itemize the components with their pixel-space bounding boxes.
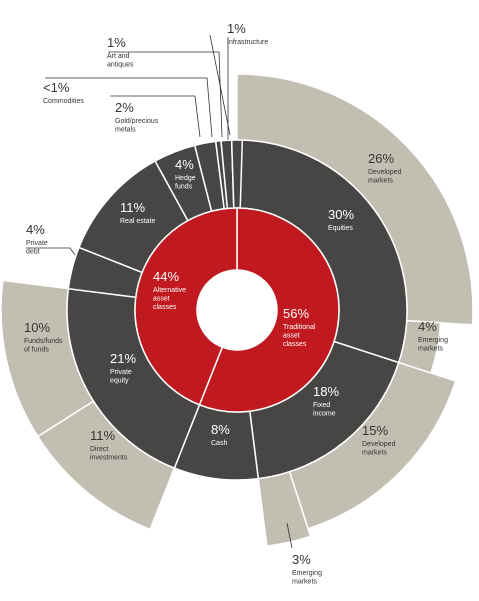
- leader-lines: [26, 34, 293, 549]
- name-label-middle-private-debt-line-2: debt: [26, 249, 40, 256]
- value-label-outer-equities-emerging-markets: 4%: [418, 319, 437, 334]
- leader-line-5: [209, 34, 231, 136]
- label-middle-commodities: <1% Commodities: [43, 80, 84, 105]
- name-label-middle-art-and-antiques-line-2: antiques: [107, 62, 134, 69]
- name-label-outer-private-equity-direct-investments-line-1: Direct: [90, 446, 108, 453]
- middle-ring: [66, 139, 408, 481]
- name-label-middle-hedge-funds-line-2: funds: [175, 184, 193, 191]
- value-label-middle-infrastructure: 1%: [227, 21, 246, 36]
- value-label-middle-hedge-funds: 4%: [175, 157, 194, 172]
- label-middle-private-debt: 4% Private debt: [26, 222, 48, 256]
- name-label-outer-fixed-income-developed-markets-line-1: Developed: [362, 441, 396, 448]
- label-middle-real-estate: 11% Real estate: [120, 200, 156, 225]
- inner-segment-traditional-asset-classes: [198, 207, 340, 413]
- label-outer-fixed-income-developed-markets: 15% Developed markets: [362, 423, 396, 457]
- name-label-middle-private-equity-line-1: Private: [110, 369, 132, 376]
- label-outer-private-equity-funds-funds-of-funds: 10% Funds/funds of funds: [24, 320, 63, 354]
- leader-line-2: [110, 95, 201, 138]
- name-label-inner-traditional-asset-classes-line-3: classes: [283, 341, 307, 348]
- name-label-middle-fixed-income-line-1: Fixed: [313, 402, 330, 409]
- name-label-outer-fixed-income-developed-markets-line-2: markets: [362, 450, 387, 457]
- label-middle-hedge-funds: 4% Hedge funds: [175, 157, 196, 191]
- inner-ring: [134, 207, 340, 413]
- name-label-outer-private-equity-direct-investments-line-2: investments: [90, 455, 128, 462]
- value-label-middle-private-debt: 4%: [26, 222, 45, 237]
- name-label-middle-gold-precious-metals-line-1: Gold/precious: [115, 118, 159, 125]
- value-label-middle-commodities: <1%: [43, 80, 70, 95]
- name-label-middle-gold-precious-metals-line-2: metals: [115, 127, 136, 134]
- name-label-middle-art-and-antiques-line-1: Art and: [107, 53, 130, 60]
- name-label-middle-private-equity-line-2: equity: [110, 378, 129, 385]
- segment-labels: 56%Traditionalassetclasses44%Alternative…: [24, 21, 448, 586]
- value-label-middle-cash: 8%: [211, 422, 230, 437]
- inner-segment-alternative-asset-classes: [134, 207, 238, 406]
- name-label-inner-alternative-asset-classes-line-2: asset: [153, 296, 170, 303]
- middle-segment-infrastructure: [230, 139, 244, 209]
- name-label-outer-equities-developed-markets-line-1: Developed: [368, 169, 402, 176]
- name-label-outer-equities-emerging-markets-line-2: markets: [418, 346, 443, 353]
- name-label-middle-fixed-income-line-2: income: [313, 411, 336, 418]
- label-middle-infrastructure: 1% Infrastructure: [227, 21, 268, 46]
- value-label-inner-alternative-asset-classes: 44%: [153, 269, 179, 284]
- label-outer-private-equity-direct-investments: 11% Direct investments: [90, 428, 128, 462]
- leader-line-7: [286, 522, 293, 549]
- name-label-inner-traditional-asset-classes-line-2: asset: [283, 333, 300, 340]
- value-label-middle-equities: 30%: [328, 207, 354, 222]
- value-label-middle-art-and-antiques: 1%: [107, 35, 126, 50]
- name-label-inner-alternative-asset-classes-line-1: Alternative: [153, 287, 186, 294]
- name-label-outer-fixed-income-emerging-markets-line-2: markets: [292, 579, 317, 586]
- label-middle-art-and-antiques: 1% Art and antiques: [107, 35, 134, 69]
- label-middle-fixed-income: 18% Fixed income: [313, 384, 339, 418]
- value-label-middle-gold-precious-metals: 2%: [115, 100, 134, 115]
- value-label-middle-fixed-income: 18%: [313, 384, 339, 399]
- name-label-middle-commodities-line-1: Commodities: [43, 98, 84, 105]
- label-middle-cash: 8% Cash: [211, 422, 230, 447]
- name-label-outer-fixed-income-emerging-markets-line-1: Emerging: [292, 570, 322, 577]
- name-label-outer-equities-emerging-markets-line-1: Emerging: [418, 337, 448, 344]
- name-label-inner-traditional-asset-classes-line-1: Traditional: [283, 324, 316, 331]
- leader-line-4: [108, 51, 223, 138]
- outer-ring: [0, 73, 474, 547]
- name-label-outer-private-equity-funds-funds-of-funds-line-2: of funds: [24, 347, 49, 354]
- name-label-outer-private-equity-funds-funds-of-funds-line-1: Funds/funds: [24, 338, 63, 345]
- name-label-middle-cash-line-1: Cash: [211, 440, 227, 447]
- label-outer-equities-emerging-markets: 4% Emerging markets: [418, 319, 448, 353]
- name-label-middle-hedge-funds-line-1: Hedge: [175, 175, 196, 182]
- name-label-middle-infrastructure-line-1: Infrastructure: [227, 39, 268, 46]
- value-label-outer-private-equity-funds-funds-of-funds: 10%: [24, 320, 50, 335]
- name-label-middle-private-debt-line-1: Private: [26, 240, 48, 247]
- value-label-middle-private-equity: 21%: [110, 351, 136, 366]
- name-label-middle-equities-line-1: Equities: [328, 225, 353, 232]
- value-label-outer-fixed-income-developed-markets: 15%: [362, 423, 388, 438]
- label-middle-equities: 30% Equities: [328, 207, 354, 232]
- value-label-middle-real-estate: 11%: [120, 200, 145, 215]
- label-middle-gold-precious-metals: 2% Gold/precious metals: [115, 100, 159, 134]
- name-label-inner-alternative-asset-classes-line-3: classes: [153, 304, 177, 311]
- leader-line-1: [26, 247, 76, 256]
- leader-line-3: [45, 77, 213, 138]
- label-outer-equities-developed-markets: 26% Developed markets: [368, 151, 402, 185]
- value-label-outer-equities-developed-markets: 26%: [368, 151, 394, 166]
- value-label-outer-fixed-income-emerging-markets: 3%: [292, 552, 311, 567]
- value-label-outer-private-equity-direct-investments: 11%: [90, 428, 115, 443]
- value-label-inner-traditional-asset-classes: 56%: [283, 306, 309, 321]
- label-middle-private-equity: 21% Private equity: [110, 351, 136, 385]
- name-label-outer-equities-developed-markets-line-2: markets: [368, 178, 393, 185]
- label-outer-fixed-income-emerging-markets: 3% Emerging markets: [292, 552, 322, 586]
- name-label-middle-real-estate-line-1: Real estate: [120, 218, 156, 225]
